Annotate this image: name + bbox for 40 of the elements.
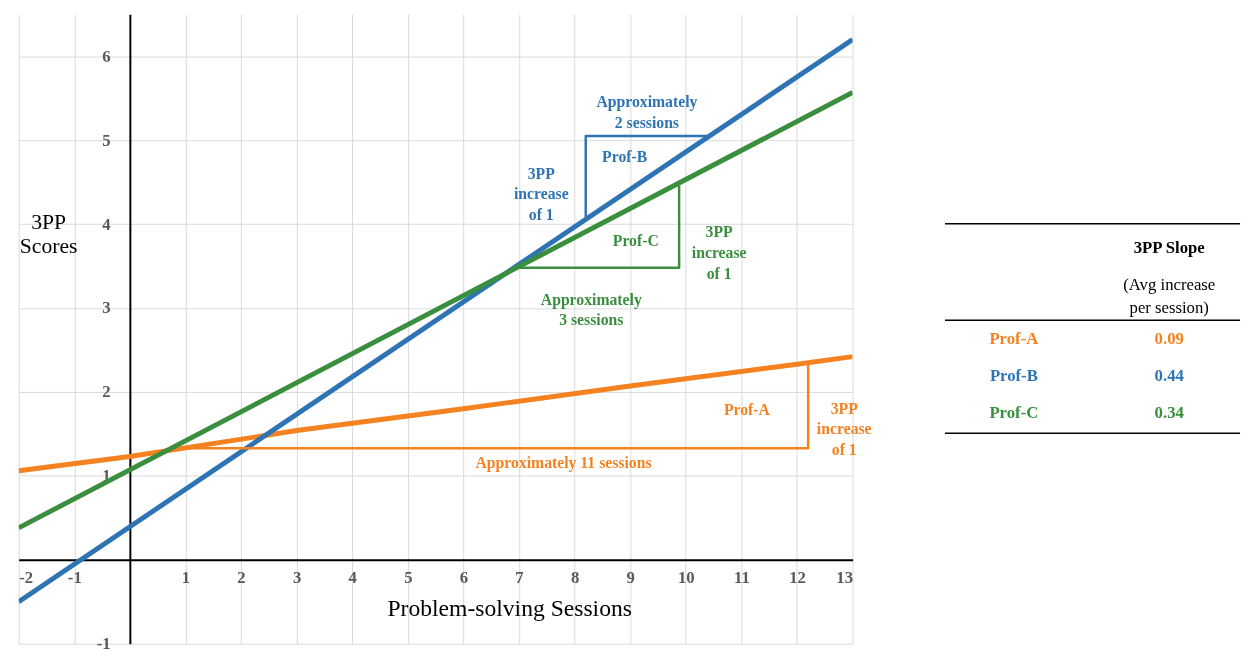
y-tick-label: 3	[102, 298, 111, 318]
category-label: Prof-B	[989, 366, 1038, 386]
data-label: 0.44	[1154, 366, 1185, 386]
x-tick-label: -2	[19, 567, 34, 587]
x-tick-label: 3	[292, 567, 302, 587]
x-tick-label: 11	[733, 567, 750, 587]
data-label: 0.09	[1154, 328, 1184, 348]
annotation: Prof-B	[602, 147, 648, 165]
category-label: Prof-C	[989, 403, 1039, 423]
annotation: Approximately 3 sessions	[540, 290, 642, 329]
annotation: Approximately 11 sessions	[475, 454, 652, 473]
x-tick-label: -1	[67, 567, 82, 587]
x-axis-title: Problem-solving Sessions	[387, 595, 632, 622]
x-tick-label: 6	[459, 567, 469, 587]
x-tick-label: 5	[404, 567, 413, 587]
x-tick-label: 2	[237, 567, 246, 587]
annotation: Approximately 2 sessions	[596, 93, 698, 131]
y-tick-label: 2	[102, 382, 111, 402]
x-tick-label: 13	[836, 567, 854, 587]
x-tick-label: 12	[789, 567, 806, 587]
y-axis-title: 3PP Scores	[19, 210, 78, 258]
x-tick-label: 9	[626, 567, 635, 587]
y-tick-label: 6	[102, 46, 111, 66]
text: (Avg increase per session)	[1123, 274, 1216, 318]
x-tick-label: 10	[677, 567, 695, 587]
annotation: Prof-A	[723, 401, 771, 419]
annotation: 3PP increase of 1	[691, 223, 747, 282]
x-tick-label: 8	[570, 567, 580, 587]
x-tick-label: 7	[515, 567, 524, 587]
category-label: Prof-A	[989, 328, 1039, 348]
x-tick-label: 1	[181, 567, 191, 587]
data-label: 0.34	[1154, 403, 1185, 423]
y-tick-label: 5	[102, 130, 111, 150]
annotation: 3PP increase of 1	[513, 164, 569, 223]
annotation: 3PP increase of 1	[816, 399, 872, 458]
text: 3PP Slope	[1133, 238, 1205, 258]
annotation: Prof-C	[612, 231, 659, 249]
y-tick-label: -1	[96, 634, 111, 651]
y-tick-label: 4	[102, 214, 112, 234]
x-tick-label: 4	[348, 567, 358, 587]
